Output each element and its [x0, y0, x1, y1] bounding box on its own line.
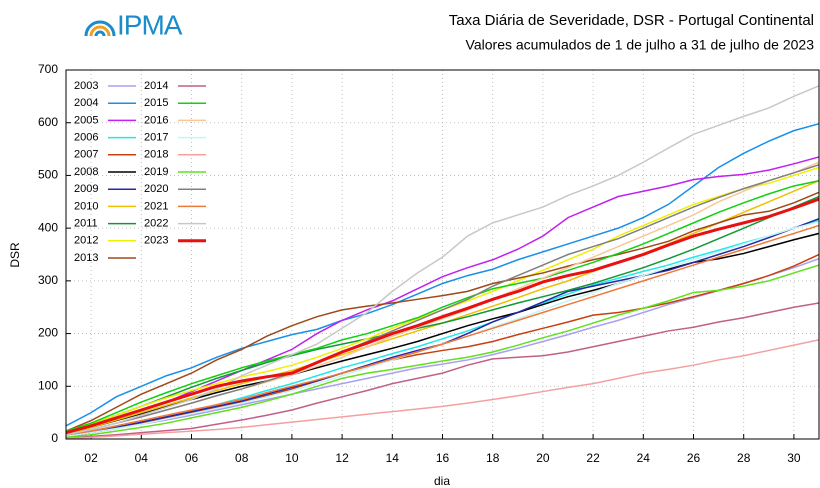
legend-label: 2004 [74, 97, 98, 109]
x-tick-label: 24 [637, 451, 651, 465]
series-line [66, 164, 819, 436]
x-tick-label: 08 [235, 451, 249, 465]
series-line [66, 195, 819, 434]
y-tick-label: 600 [38, 115, 58, 129]
y-tick-label: 500 [38, 168, 58, 182]
series-line [66, 166, 819, 434]
y-tick-label: 200 [38, 326, 58, 340]
x-tick-label: 16 [436, 451, 450, 465]
legend-label: 2006 [74, 132, 98, 144]
x-tick-label: 04 [135, 451, 149, 465]
legend-label: 2023 [144, 235, 168, 247]
y-tick-label: 400 [38, 220, 58, 234]
y-tick-label: 700 [38, 62, 58, 76]
x-tick-label: 30 [787, 451, 801, 465]
x-tick-label: 14 [386, 451, 400, 465]
legend-label: 2019 [144, 166, 168, 178]
x-tick-label: 06 [185, 451, 199, 465]
x-tick-label: 22 [586, 451, 600, 465]
x-tick-label: 12 [335, 451, 349, 465]
series-line [66, 123, 819, 427]
legend-label: 2003 [74, 80, 98, 92]
series-line [66, 191, 819, 432]
legend-label: 2010 [74, 200, 98, 212]
legend-label: 2022 [144, 218, 168, 230]
legend-label: 2018 [144, 149, 168, 161]
series-line [66, 197, 819, 435]
series-line [66, 253, 819, 438]
y-tick-label: 100 [38, 378, 58, 392]
x-tick-label: 26 [687, 451, 701, 465]
series-line [66, 85, 819, 436]
chart-subtitle: Valores acumulados de 1 de julho a 31 de… [466, 37, 815, 53]
x-tick-label: 10 [285, 451, 299, 465]
y-axis-label: DSR [8, 242, 22, 268]
x-tick-label: 02 [84, 451, 98, 465]
legend-label: 2014 [144, 80, 168, 92]
y-tick-label: 0 [51, 431, 58, 445]
series-line [66, 224, 819, 436]
chart-title: Taxa Diária de Severidade, DSR - Portuga… [449, 12, 814, 29]
legend-label: 2007 [74, 149, 98, 161]
legend-label: 2016 [144, 114, 168, 126]
x-tick-label: 18 [486, 451, 500, 465]
x-tick-label: 28 [737, 451, 751, 465]
logo: IPMA [117, 9, 183, 40]
series-line [66, 179, 819, 432]
x-tick-label: 20 [536, 451, 550, 465]
legend-label: 2017 [144, 132, 168, 144]
series-line [66, 156, 819, 435]
series-line [66, 264, 819, 439]
legend-label: 2020 [144, 183, 168, 195]
legend-label: 2021 [144, 200, 168, 212]
legend-label: 2013 [74, 252, 98, 264]
legend-label: 2008 [74, 166, 98, 178]
legend-label: 2011 [74, 218, 98, 230]
legend-label: 2009 [74, 183, 98, 195]
legend-label: 2012 [74, 235, 98, 247]
legend-label: 2005 [74, 114, 98, 126]
series-line [66, 302, 819, 439]
y-tick-label: 300 [38, 273, 58, 287]
logo-icon [84, 20, 116, 37]
plot-frame [65, 69, 820, 440]
legend-label: 2015 [144, 97, 168, 109]
x-axis-label: dia [434, 474, 450, 488]
series-line [66, 258, 819, 438]
series-line [66, 339, 819, 439]
